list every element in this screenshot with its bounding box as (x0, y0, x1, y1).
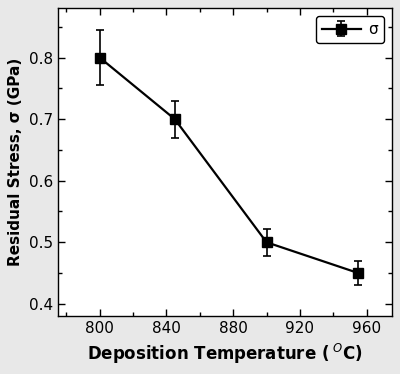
Y-axis label: Residual Stress, σ (GPa): Residual Stress, σ (GPa) (8, 58, 23, 266)
X-axis label: Deposition Temperature ( $^O$C): Deposition Temperature ( $^O$C) (87, 341, 362, 366)
Legend: σ: σ (316, 16, 384, 43)
